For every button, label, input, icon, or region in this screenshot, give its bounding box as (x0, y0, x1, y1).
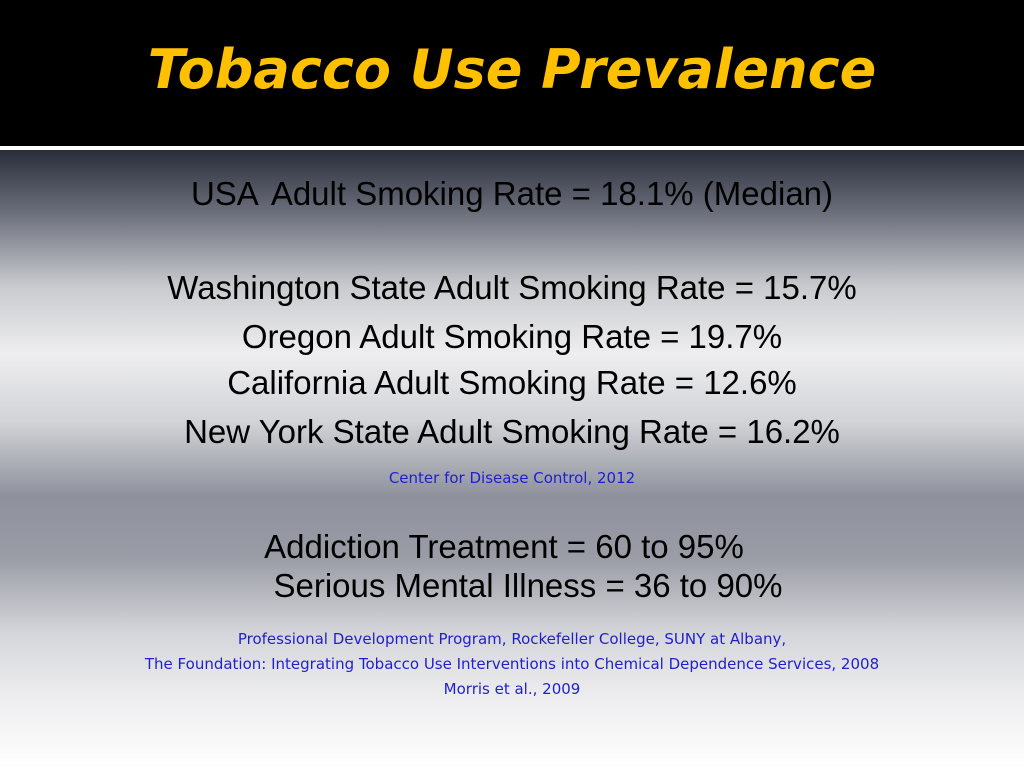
new-york-smoking-rate: New York State Adult Smoking Rate = 16.2… (184, 413, 840, 450)
usa-rate-text: Adult Smoking Rate = 18.1% (Median) (270, 175, 834, 212)
reference-citation-3: Morris et al., 2009 (443, 680, 581, 698)
header-divider (0, 146, 1024, 150)
slide-header: Tobacco Use Prevalence (0, 0, 1024, 146)
mental-illness-rate: Serious Mental Illness = 36 to 90% (273, 567, 783, 604)
addiction-treatment-rate: Addiction Treatment = 60 to 95% (264, 528, 744, 565)
cdc-citation: Center for Disease Control, 2012 (388, 469, 636, 487)
oregon-smoking-rate: Oregon Adult Smoking Rate = 19.7% (241, 318, 783, 355)
slide-title: Tobacco Use Prevalence (147, 38, 877, 101)
reference-citation-1: Professional Development Program, Rockef… (237, 630, 787, 648)
california-smoking-rate: California Adult Smoking Rate = 12.6% (227, 364, 797, 401)
usa-label: USA (190, 175, 259, 212)
usa-smoking-rate: USA Adult Smoking Rate = 18.1% (Median) (0, 174, 1024, 214)
slide-body: USA Adult Smoking Rate = 18.1% (Median) W… (0, 150, 1024, 768)
washington-smoking-rate: Washington State Adult Smoking Rate = 15… (167, 269, 857, 306)
reference-citation-2: The Foundation: Integrating Tobacco Use … (144, 655, 880, 673)
